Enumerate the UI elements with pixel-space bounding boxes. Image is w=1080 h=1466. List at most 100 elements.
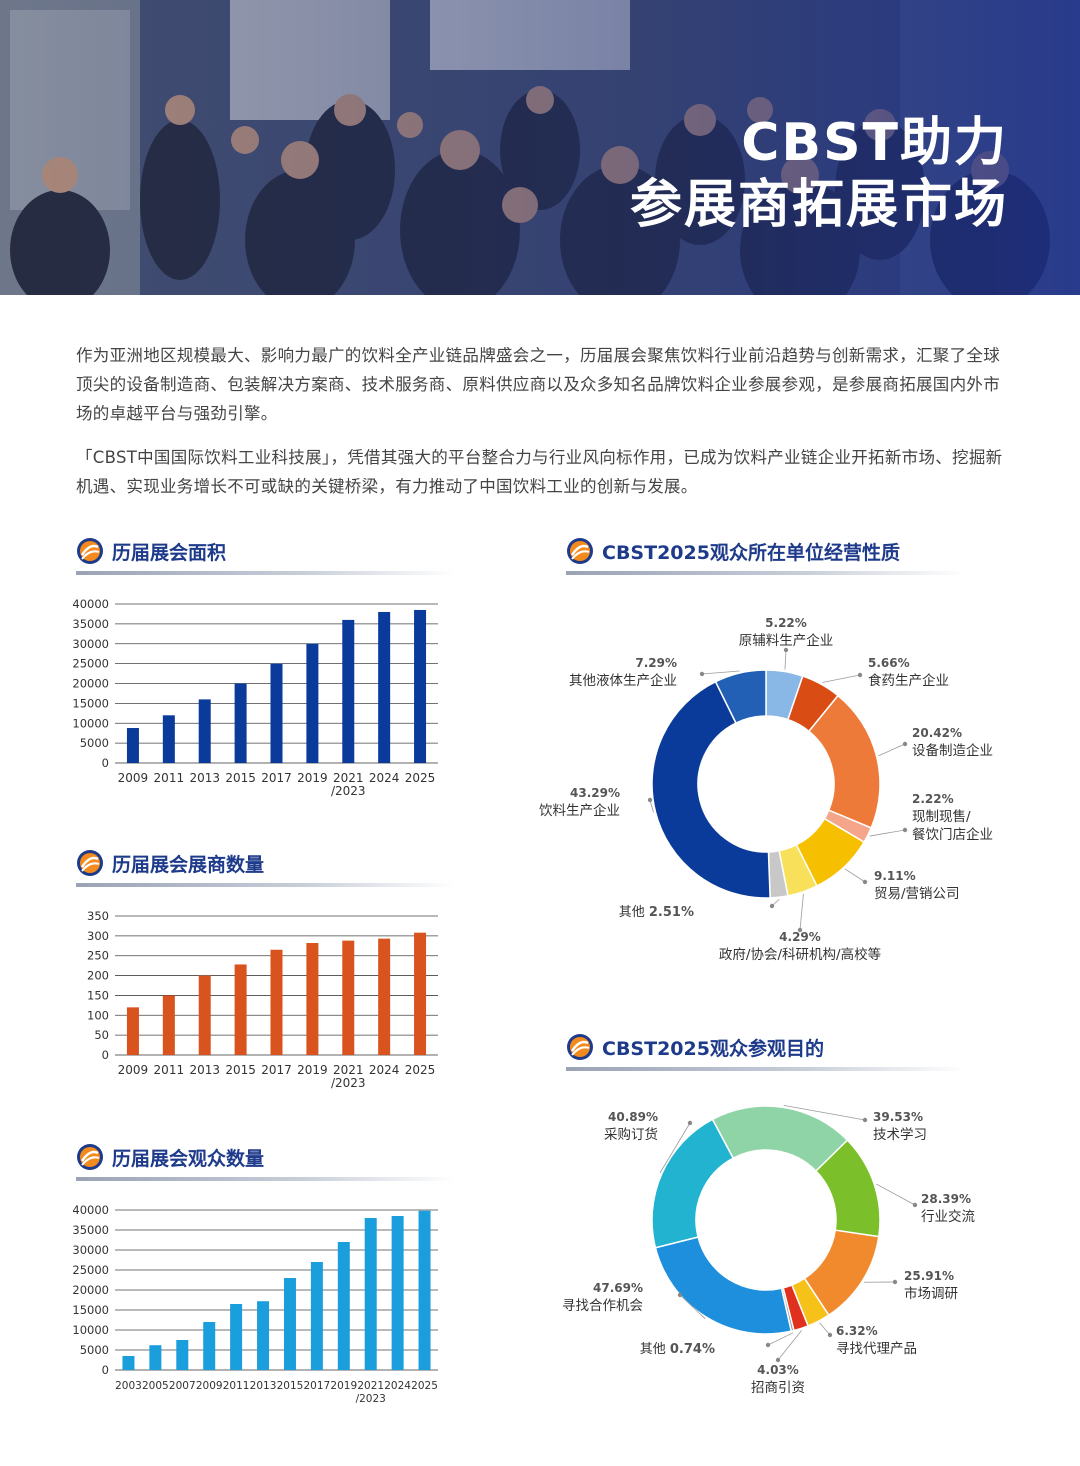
bar xyxy=(306,643,319,763)
slice-percent: 4.03% xyxy=(757,1363,799,1377)
x-tick-label: 2017 xyxy=(261,771,292,785)
y-tick-label: 20000 xyxy=(72,677,109,691)
bar xyxy=(270,949,283,1055)
bar xyxy=(126,1007,139,1055)
bar xyxy=(162,715,175,763)
section-title: 历届展会面积 xyxy=(112,542,227,564)
cbst-logo-icon xyxy=(77,1144,103,1170)
leader-dot xyxy=(827,1332,833,1338)
section-divider xyxy=(76,571,456,575)
leader-dot xyxy=(902,741,908,747)
x-tick-label: 2015 xyxy=(277,1380,304,1392)
bar xyxy=(283,1278,296,1370)
x-tick-label: /2023 xyxy=(331,1076,366,1090)
section-title: 历届展会展商数量 xyxy=(112,854,265,876)
section-divider xyxy=(566,1067,966,1071)
bar xyxy=(337,1242,350,1370)
donut-slice xyxy=(651,1118,735,1249)
bar xyxy=(149,1345,162,1370)
slice-percent: 28.39% xyxy=(921,1192,971,1206)
cbst-logo-icon xyxy=(567,538,593,564)
bar xyxy=(378,611,391,763)
x-tick-label: /2023 xyxy=(331,784,366,798)
slice-percent: 47.69% xyxy=(593,1281,643,1295)
slice-percent: 6.32% xyxy=(836,1324,878,1338)
bar xyxy=(364,1218,377,1370)
section-divider xyxy=(566,571,966,575)
donut-slice xyxy=(651,680,771,899)
y-tick-label: 25000 xyxy=(72,657,109,671)
y-tick-label: 25000 xyxy=(72,1263,109,1277)
slice-label: 寻找合作机会 xyxy=(562,1298,643,1314)
section-title: CBST2025观众所在单位经营性质 xyxy=(602,542,900,564)
bar xyxy=(257,1301,270,1370)
x-tick-label: 2019 xyxy=(330,1380,357,1392)
x-tick-label: 2025 xyxy=(405,1063,436,1077)
leader-line xyxy=(783,1104,866,1121)
page-title-line2: 参展商拓展市场 xyxy=(629,175,1008,235)
x-tick-label: 2005 xyxy=(142,1380,169,1392)
leader-line xyxy=(844,868,866,883)
bar xyxy=(342,940,355,1055)
x-tick-label: 2024 xyxy=(384,1380,411,1392)
x-tick-label: 2021 xyxy=(333,1063,364,1077)
slice-percent: 4.29% xyxy=(779,930,821,944)
y-tick-label: 250 xyxy=(87,949,109,963)
section-title: 历届展会观众数量 xyxy=(112,1148,265,1170)
leader-line xyxy=(784,649,787,670)
leader-line xyxy=(819,1322,831,1336)
x-tick-label: 2013 xyxy=(189,1063,220,1077)
page-title-line1: CBST助力 xyxy=(741,113,1008,173)
leader-dot xyxy=(687,1120,693,1126)
bar xyxy=(391,1216,404,1370)
y-tick-label: 35000 xyxy=(72,1223,109,1237)
leader-dot xyxy=(699,671,705,677)
section-heading-purpose: CBST2025观众参观目的 xyxy=(566,1029,966,1071)
x-tick-label: 2025 xyxy=(405,771,436,785)
bar xyxy=(122,1356,135,1370)
bar xyxy=(414,609,427,763)
x-tick-label: 2021 xyxy=(357,1380,384,1392)
leader-line xyxy=(822,674,861,683)
slice-label: 政府/协会/科研机构/高校等 xyxy=(719,946,881,963)
leader-dot xyxy=(783,647,789,653)
slice-percent: 43.29% xyxy=(570,786,620,800)
slice-percent: 9.11% xyxy=(874,869,916,883)
slice-label: 贸易/营销公司 xyxy=(874,886,960,902)
slice-label: 其他 0.74% xyxy=(640,1342,715,1357)
bar xyxy=(176,1340,189,1370)
leader-line xyxy=(869,829,906,837)
x-tick-label: 2015 xyxy=(225,771,256,785)
y-tick-label: 100 xyxy=(87,1008,109,1022)
y-tick-label: 50 xyxy=(94,1028,109,1042)
x-tick-label: 2011 xyxy=(154,1063,185,1077)
x-tick-label: 2021 xyxy=(333,771,364,785)
x-tick-label: 2009 xyxy=(118,771,149,785)
bar xyxy=(126,728,139,763)
section-heading-nature: CBST2025观众所在单位经营性质 xyxy=(566,533,966,575)
section-divider xyxy=(76,1177,456,1181)
section-heading-exhibitors: 历届展会展商数量 xyxy=(76,845,456,887)
y-tick-label: 150 xyxy=(87,988,109,1002)
leader-line xyxy=(878,743,906,757)
leader-line xyxy=(777,1330,803,1361)
y-tick-label: 30000 xyxy=(72,637,109,651)
bar xyxy=(342,619,355,763)
slice-percent: 25.91% xyxy=(904,1269,954,1283)
leader-line xyxy=(767,1332,794,1346)
leader-dot xyxy=(902,827,908,833)
leader-dot xyxy=(775,1357,781,1363)
slice-label: 技术学习 xyxy=(873,1127,927,1143)
slice-percent: 39.53% xyxy=(873,1110,923,1124)
bar xyxy=(230,1304,243,1370)
leader-dot xyxy=(912,1202,918,1208)
x-tick-label: 2009 xyxy=(196,1380,223,1392)
y-tick-label: 40000 xyxy=(72,1203,109,1217)
leader-dot xyxy=(857,672,863,678)
intro-paragraph-1: 作为亚洲地区规模最大、影响力最广的饮料全产业链品牌盛会之一，历届展会聚焦饮料行业… xyxy=(76,346,1000,423)
leader-dot xyxy=(892,1279,898,1285)
section-title: CBST2025观众参观目的 xyxy=(602,1038,824,1060)
slice-label: 采购订货 xyxy=(604,1126,658,1143)
x-tick-label: 2019 xyxy=(297,771,328,785)
slice-label: 饮料生产企业 xyxy=(539,802,620,819)
